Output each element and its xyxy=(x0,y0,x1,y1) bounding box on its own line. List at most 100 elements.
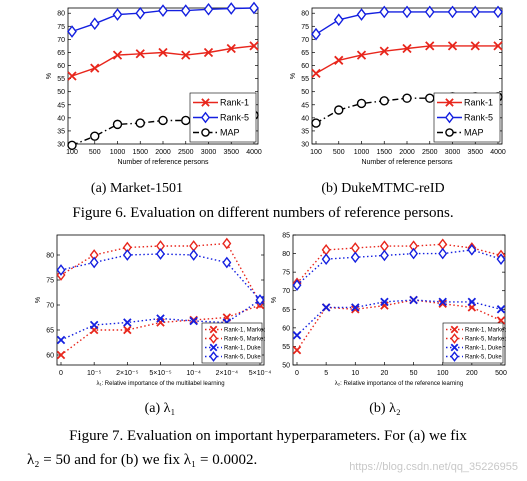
fig6a-series-0 xyxy=(67,41,259,81)
fig6b-ytick-label: 40 xyxy=(301,115,309,122)
fig6a-ytick-label: 60 xyxy=(57,63,65,70)
fig6b-legend-marker xyxy=(445,111,454,124)
fig6b-data-point xyxy=(379,96,389,106)
fig7b-data-point xyxy=(496,253,506,265)
fig7b-series-2 xyxy=(292,295,506,340)
fig7b-legend-label: Rank-5, Duke xyxy=(465,355,502,361)
fig7b-data-point xyxy=(351,305,360,314)
fig6b-ytick-label: 80 xyxy=(301,11,309,18)
fig6a-xtick-label: 1500 xyxy=(132,149,148,156)
fig6-caption: Figure 6. Evaluation on different number… xyxy=(72,205,453,221)
fig6b-xtick-label: 1500 xyxy=(376,149,392,156)
fig6b-data-point xyxy=(447,5,458,19)
fig7-sublabel-a: (a) λ₁ xyxy=(145,401,176,416)
fig7b-series-3 xyxy=(292,244,506,291)
fig6b-data-point xyxy=(356,98,367,109)
fig7a-xtick-label: 5×10⁻⁴ xyxy=(249,370,271,377)
fig7b-legend-marker xyxy=(450,343,459,352)
fig6b-xtick-label: 2000 xyxy=(399,149,415,156)
fig7b-xtick-label: 0 xyxy=(295,370,299,377)
fig7a-legend-marker xyxy=(209,325,218,334)
fig6a-xtick-label: 1000 xyxy=(110,149,126,156)
fig6b-data-point xyxy=(311,118,321,128)
fig7a-data-point xyxy=(255,294,265,306)
fig6a-legend-marker xyxy=(201,111,210,124)
fig7b-ytick-label: 75 xyxy=(282,270,290,277)
fig7a-ylabel: % xyxy=(35,297,42,303)
fig6b-ytick-label: 30 xyxy=(301,142,309,149)
fig6b-xtick-label: 1000 xyxy=(354,149,370,156)
fig6b-xtick-label: 2500 xyxy=(422,149,438,156)
fig6b-ytick-label: 45 xyxy=(301,102,309,109)
fig6b-series-0 xyxy=(311,41,503,79)
fig7a-legend-label: Rank-5, Duke xyxy=(224,355,261,361)
fig6a-data-point xyxy=(158,47,168,58)
fig6b-ytick-label: 35 xyxy=(301,128,309,135)
fig7b-data-point xyxy=(350,251,360,264)
fig7a-ytick-label: 80 xyxy=(46,253,54,260)
fig6b-data-point xyxy=(493,5,503,19)
fig7a-ytick-label: 65 xyxy=(46,328,54,335)
fig7a-data-point xyxy=(89,320,99,330)
fig6a-data-point xyxy=(135,49,145,59)
fig6b-data-point xyxy=(425,93,435,103)
fig6b-legend: Rank-1 Rank-5 MAP xyxy=(433,92,501,143)
fig6b-xtick-label: 100 xyxy=(310,149,322,156)
fig7b-ytick-label: 80 xyxy=(282,251,290,258)
fig6b-legend-label: Rank-1 xyxy=(464,98,493,108)
fig6a-legend-label: Rank-1 xyxy=(220,98,249,108)
fig6a-ytick-label: 80 xyxy=(57,11,65,18)
fig7b-data-point xyxy=(409,295,418,305)
fig7a-xlabel: λ₁: Relative importance of the multilabe… xyxy=(96,381,224,387)
fig6b-data-point xyxy=(402,43,412,54)
fig7a-xtick-label: 10⁻⁴ xyxy=(186,370,201,377)
fig6b-data-point xyxy=(493,41,503,51)
fig7b-data-point xyxy=(321,303,331,312)
fig6a-data-point xyxy=(112,8,123,21)
fig6a-data-point xyxy=(158,4,168,17)
fig6a-data-point xyxy=(249,1,259,15)
fig7a-legend-label: Rank-1, Market xyxy=(224,328,265,334)
fig6b-ytick-label: 55 xyxy=(301,76,309,83)
fig7a-ytick-label: 75 xyxy=(46,278,54,285)
fig7b-xtick-label: 200 xyxy=(466,370,478,377)
fig6a-data-point xyxy=(181,50,191,60)
fig6a-data-point xyxy=(67,71,77,81)
fig6a-data-point xyxy=(203,2,214,16)
fig7a-legend-marker xyxy=(209,333,218,344)
fig6b-ytick-label: 70 xyxy=(301,37,309,44)
fig6a-legend-label: Rank-5 xyxy=(220,113,249,123)
fig6a-xtick-label: 4000 xyxy=(246,149,262,156)
fig6b-data-point xyxy=(447,41,458,51)
fig6b-legend-marker xyxy=(445,98,454,107)
fig7b-xtick-label: 500 xyxy=(495,370,507,377)
fig7a-legend: Rank-1, Market Rank-5, Market Rank-1, Duke… xyxy=(201,322,265,364)
fig7b-data-point xyxy=(467,297,477,307)
fig6a-ytick-label: 45 xyxy=(57,102,65,109)
fig7b-xtick-label: 100 xyxy=(437,370,449,377)
fig6a-data-point xyxy=(249,41,259,51)
fig6a-xlabel: Number of reference persons xyxy=(117,159,209,166)
fig7b-ytick-label: 50 xyxy=(282,363,290,370)
fig7b-panel: 50 55 60 65 70 75 80 85 0 5 10 20 50 100 200 500% λ₂: Re… xyxy=(271,233,507,388)
fig7a-data-point xyxy=(156,314,165,323)
fig7b-xtick-label: 5 xyxy=(324,370,328,377)
fig6a-ytick-label: 65 xyxy=(57,50,65,57)
fig7b-data-point xyxy=(292,331,302,340)
fig6a-data-point xyxy=(203,47,214,58)
fig7b-data-point xyxy=(351,303,360,312)
fig6a-xtick-label: 3500 xyxy=(223,149,239,156)
fig6b-ytick-label: 50 xyxy=(301,89,309,96)
fig6a-panel: 30 35 40 45 50 55 60 65 70 75 80 100 500 1000 1500 2000… xyxy=(46,1,262,166)
fig7a-data-point xyxy=(89,256,99,269)
fig6a-ytick-label: 40 xyxy=(57,115,65,122)
fig6a-legend-marker xyxy=(201,128,210,137)
watermark: https://blog.csdn.net/qq_35226955 xyxy=(349,461,518,473)
fig6b-series-1 xyxy=(311,5,503,41)
fig7a-data-point xyxy=(222,237,232,250)
fig6a-xtick-label: 2000 xyxy=(155,149,171,156)
fig6a-series-1 xyxy=(67,1,259,38)
fig7a-legend-label: Rank-1, Duke xyxy=(224,346,261,352)
fig6a-ytick-label: 75 xyxy=(57,24,65,31)
fig6b-legend-marker xyxy=(445,128,454,137)
